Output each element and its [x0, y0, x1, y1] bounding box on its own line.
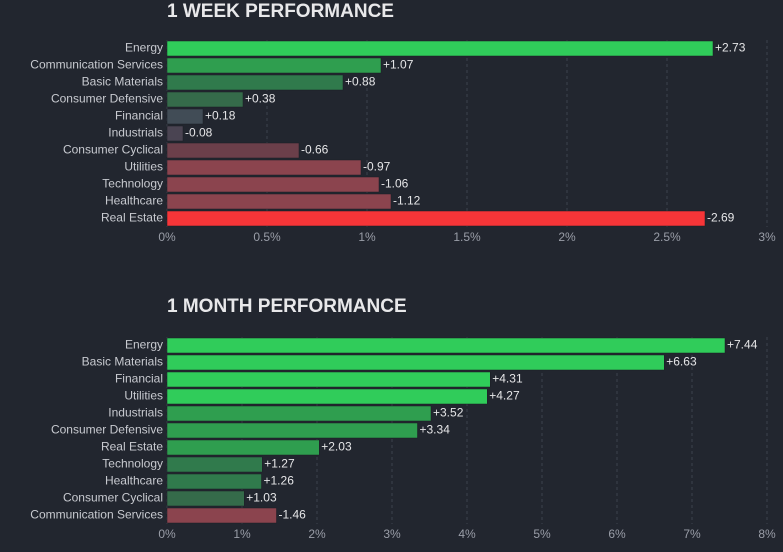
x-tick-label: 2%	[558, 230, 576, 244]
value-label: -0.08	[185, 126, 213, 140]
value-label: +2.73	[715, 41, 746, 55]
category-label: Communication Services	[30, 508, 163, 522]
bar	[166, 439, 320, 456]
category-label: Utilities	[124, 389, 163, 403]
value-label: +4.27	[489, 389, 520, 403]
value-label: +1.03	[246, 491, 277, 505]
x-tick-label: 1%	[233, 527, 251, 541]
category-label: Healthcare	[105, 194, 163, 208]
category-label: Technology	[102, 177, 163, 191]
chart-title: 1 WEEK PERFORMANCE	[167, 1, 394, 22]
value-label: +1.07	[383, 58, 414, 72]
bar	[166, 176, 380, 193]
value-label: +0.38	[245, 92, 276, 106]
category-label: Real Estate	[101, 440, 163, 454]
bar	[166, 125, 184, 142]
value-label: -1.06	[381, 177, 409, 191]
bar	[166, 422, 418, 439]
bar	[166, 371, 491, 388]
bar	[166, 337, 726, 354]
bar	[166, 473, 262, 490]
bar	[166, 210, 706, 227]
value-label: -2.69	[707, 211, 735, 225]
chart-title: 1 MONTH PERFORMANCE	[167, 296, 407, 317]
x-tick-label: 0%	[158, 527, 176, 541]
category-label: Consumer Cyclical	[63, 491, 163, 505]
x-tick-label: 3%	[758, 230, 776, 244]
x-tick-label: 2.5%	[653, 230, 681, 244]
category-label: Basic Materials	[82, 75, 163, 89]
value-label: +0.88	[345, 75, 376, 89]
category-label: Consumer Defensive	[51, 92, 163, 106]
bar	[166, 490, 245, 507]
category-label: Financial	[115, 109, 163, 123]
category-label: Utilities	[124, 160, 163, 174]
value-label: +4.31	[492, 372, 523, 386]
category-label: Real Estate	[101, 211, 163, 225]
category-label: Financial	[115, 372, 163, 386]
bar	[166, 507, 277, 524]
value-label: +7.44	[727, 338, 758, 352]
x-tick-label: 4%	[458, 527, 476, 541]
value-label: +1.26	[264, 474, 295, 488]
bar	[166, 388, 488, 405]
bar	[166, 405, 432, 422]
bar	[166, 354, 665, 371]
bar	[166, 159, 362, 176]
x-tick-label: 1%	[358, 230, 376, 244]
x-tick-label: 0%	[158, 230, 176, 244]
category-label: Consumer Defensive	[51, 423, 163, 437]
value-label: -0.97	[363, 160, 391, 174]
x-tick-label: 7%	[683, 527, 701, 541]
value-label: -1.12	[393, 194, 421, 208]
category-label: Technology	[102, 457, 163, 471]
category-label: Basic Materials	[82, 355, 163, 369]
value-label: +0.18	[205, 109, 236, 123]
bar	[166, 142, 300, 159]
value-label: +3.52	[433, 406, 464, 420]
value-label: -0.66	[301, 143, 329, 157]
x-tick-label: 8%	[758, 527, 776, 541]
value-label: +6.63	[666, 355, 697, 369]
bar	[166, 456, 263, 473]
category-label: Energy	[125, 41, 163, 55]
bar	[166, 91, 244, 108]
x-tick-label: 1.5%	[453, 230, 481, 244]
x-tick-label: 3%	[383, 527, 401, 541]
value-label: +3.34	[420, 423, 451, 437]
bar	[166, 40, 714, 57]
x-tick-label: 2%	[308, 527, 326, 541]
category-label: Communication Services	[30, 58, 163, 72]
x-tick-label: 5%	[533, 527, 551, 541]
value-label: +2.03	[321, 440, 352, 454]
value-label: +1.27	[264, 457, 295, 471]
category-label: Industrials	[108, 406, 163, 420]
category-label: Industrials	[108, 126, 163, 140]
bar	[166, 57, 382, 74]
value-label: -1.46	[279, 508, 307, 522]
category-label: Healthcare	[105, 474, 163, 488]
bar	[166, 74, 344, 91]
bar	[166, 193, 392, 210]
x-tick-label: 0.5%	[253, 230, 281, 244]
category-label: Consumer Cyclical	[63, 143, 163, 157]
bar	[166, 108, 204, 125]
category-label: Energy	[125, 338, 163, 352]
x-tick-label: 6%	[608, 527, 626, 541]
